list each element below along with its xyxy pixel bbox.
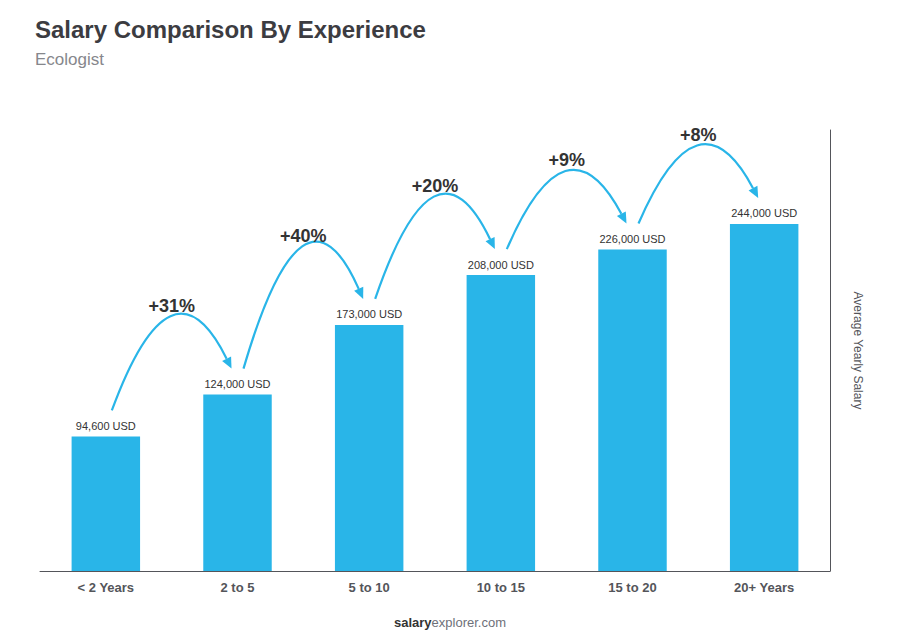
svg-text:+9%: +9% xyxy=(548,150,585,170)
svg-text:Ecologist: Ecologist xyxy=(35,50,104,69)
svg-text:226,000 USD: 226,000 USD xyxy=(599,233,665,245)
svg-text:+40%: +40% xyxy=(280,226,327,246)
svg-text:explorer.com: explorer.com xyxy=(432,615,506,630)
svg-text:244,000 USD: 244,000 USD xyxy=(731,207,797,219)
svg-text:5 to 10: 5 to 10 xyxy=(349,580,390,595)
svg-text:10 to 15: 10 to 15 xyxy=(477,580,525,595)
svg-text:20+ Years: 20+ Years xyxy=(734,580,794,595)
svg-text:2 to 5: 2 to 5 xyxy=(221,580,255,595)
svg-text:173,000 USD: 173,000 USD xyxy=(336,308,402,320)
svg-text:Salary Comparison By Experienc: Salary Comparison By Experience xyxy=(35,16,426,43)
svg-text:Average Yearly Salary: Average Yearly Salary xyxy=(851,292,865,410)
svg-text:124,000 USD: 124,000 USD xyxy=(204,378,270,390)
svg-text:+20%: +20% xyxy=(412,176,459,196)
svg-text:+31%: +31% xyxy=(148,296,195,316)
svg-text:salary: salary xyxy=(394,615,432,630)
svg-text:208,000 USD: 208,000 USD xyxy=(468,259,534,271)
svg-text:+8%: +8% xyxy=(680,125,717,145)
svg-text:< 2 Years: < 2 Years xyxy=(78,580,135,595)
svg-text:94,600 USD: 94,600 USD xyxy=(76,420,136,432)
svg-text:15 to 20: 15 to 20 xyxy=(608,580,656,595)
